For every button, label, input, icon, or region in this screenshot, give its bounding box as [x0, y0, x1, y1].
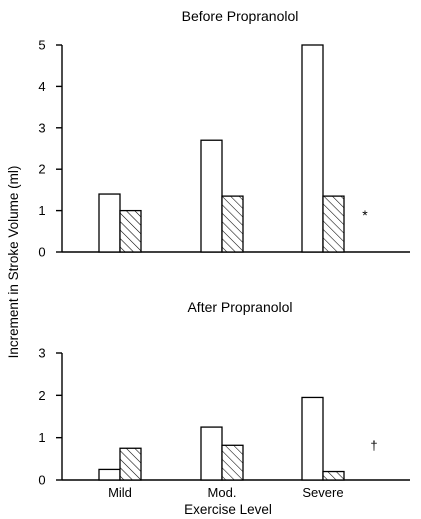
- before-bar-open-2: [301, 44, 324, 253]
- before-bar-open-0: [98, 193, 121, 253]
- after-y-tick-label: 1: [38, 430, 45, 445]
- y-axis-title: Increment in Stroke Volume (ml): [6, 166, 21, 359]
- after-bar-open-0: [98, 468, 121, 481]
- before-y-tick-label: 4: [38, 79, 45, 94]
- after-chart-title: After Propranolol: [187, 299, 292, 315]
- after-bar-hatched-0: [119, 447, 142, 481]
- before-y-tick-label: 3: [38, 120, 45, 135]
- x-axis-title: Exercise Level: [184, 502, 272, 517]
- before-bars: [98, 44, 345, 253]
- before-chart-title: Before Propranolol: [182, 8, 299, 24]
- before-y-ticks: 0 1 2 3 4 5: [38, 38, 62, 260]
- before-y-tick-label: 1: [38, 203, 45, 218]
- before-bar-hatched-1: [221, 195, 244, 253]
- x-tick-label-severe: Severe: [302, 485, 343, 500]
- before-y-tick-label: 2: [38, 162, 45, 177]
- after-significance-marker: †: [370, 438, 377, 453]
- before-significance-marker: *: [362, 207, 368, 223]
- after-y-tick-label: 0: [38, 473, 45, 488]
- after-bars: [98, 396, 345, 481]
- after-y-tick-label: 3: [38, 346, 45, 361]
- after-bar-open-1: [200, 426, 223, 481]
- after-bar-open-2: [301, 396, 324, 481]
- before-bar-open-1: [200, 139, 223, 253]
- before-propranolol-panel: Before Propranolol 0 1 2 3 4 5 *: [38, 8, 410, 260]
- before-y-tick-label: 0: [38, 245, 45, 260]
- after-propranolol-panel: After Propranolol 0 1 2 3 †: [38, 299, 410, 488]
- after-bar-hatched-1: [221, 444, 244, 481]
- before-bar-hatched-0: [119, 209, 142, 253]
- before-bar-hatched-2: [322, 195, 345, 253]
- after-bar-hatched-2: [322, 470, 345, 481]
- before-y-tick-label: 5: [38, 38, 45, 53]
- x-tick-labels: Mild Mod. Severe: [108, 485, 344, 500]
- after-y-ticks: 0 1 2 3: [38, 346, 62, 488]
- after-y-tick-label: 2: [38, 388, 45, 403]
- x-tick-label-mild: Mild: [108, 485, 132, 500]
- x-tick-label-mod: Mod.: [208, 485, 237, 500]
